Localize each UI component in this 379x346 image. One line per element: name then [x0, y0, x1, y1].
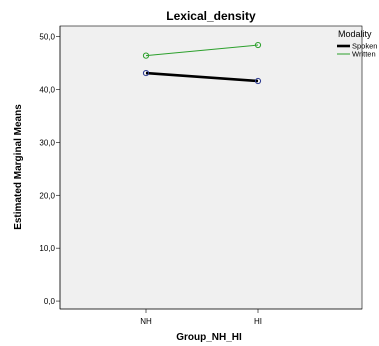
legend-label-spoken: Spoken: [352, 42, 377, 51]
legend-title: Modality: [338, 29, 372, 39]
plot-area: [59, 25, 363, 310]
series-line-spoken: [145, 71, 259, 83]
y-axis: 0,0 10,0 20,0 30,0 40,0 50,0: [39, 26, 61, 309]
data-point-written: [254, 41, 262, 49]
series-layer: [142, 41, 262, 85]
y-tick-label: 20,0: [39, 191, 55, 200]
y-tick-label: 30,0: [39, 138, 55, 147]
x-axis-title: Group_NH_HI: [176, 332, 242, 343]
data-point-spoken: [142, 69, 150, 77]
y-tick-label: 50,0: [39, 33, 55, 42]
chart-title: Lexical_density: [166, 9, 256, 23]
y-tick-label: 40,0: [39, 85, 55, 94]
x-tick-label: HI: [254, 317, 262, 326]
data-point-written: [142, 52, 150, 59]
y-axis-title: Estimated Marginal Means: [13, 104, 24, 230]
series-line-written: [145, 44, 259, 57]
x-tick-label: NH: [140, 317, 152, 326]
legend-label-written: Written: [352, 50, 376, 59]
y-tick-label: 10,0: [39, 244, 55, 253]
data-point-spoken: [254, 77, 262, 85]
x-axis: NH HI: [60, 308, 362, 326]
y-tick-label: 0,0: [44, 297, 56, 306]
